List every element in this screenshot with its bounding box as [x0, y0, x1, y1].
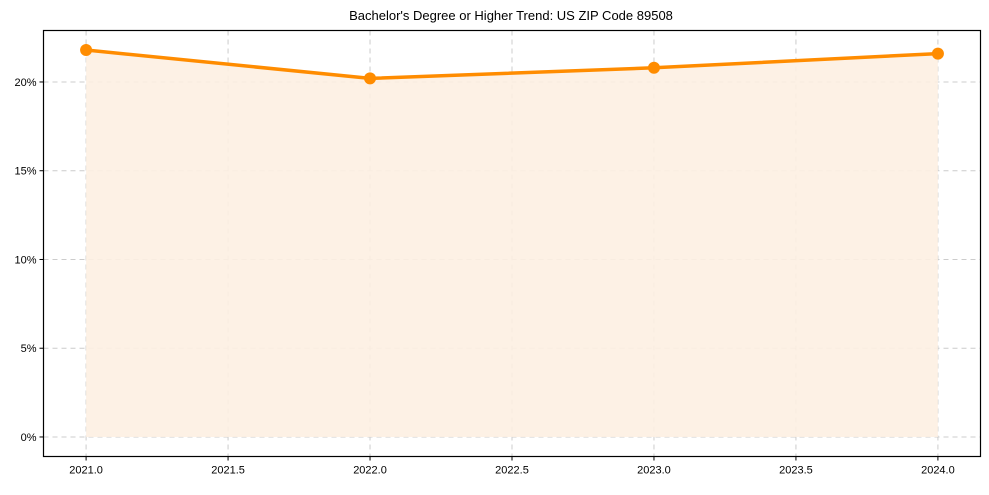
data-point-marker — [647, 61, 660, 74]
y-tick-label: 10% — [14, 254, 36, 266]
x-tick-label: 2024.0 — [921, 465, 955, 477]
x-tick-label: 2021.5 — [211, 465, 245, 477]
x-tick-label: 2022.0 — [353, 465, 387, 477]
data-markers — [80, 44, 944, 85]
y-tick-label: 5% — [21, 343, 37, 355]
series-line — [84, 48, 940, 81]
x-tick-label: 2021.0 — [69, 465, 103, 477]
x-tick-label: 2023.0 — [637, 465, 671, 477]
data-point-marker — [931, 47, 944, 60]
area-under-line — [86, 50, 938, 437]
x-tick-label: 2023.5 — [779, 465, 813, 477]
y-tick-label: 15% — [14, 166, 36, 178]
x-axis-ticks: 2021.0 2021.5 2022.0 2022.5 2023.0 2023.5 2024… — [69, 456, 955, 477]
data-point-marker — [80, 44, 93, 57]
y-tick-label: 0% — [21, 432, 37, 444]
data-point-marker — [364, 72, 377, 85]
y-tick-label: 20% — [14, 77, 36, 89]
data-line — [84, 48, 940, 81]
x-tick-label: 2022.5 — [495, 465, 529, 477]
y-axis-ticks: 0% 5% 10% 15% 20% — [14, 77, 44, 444]
chart-title: Bachelor's Degree or Higher Trend: US ZI… — [349, 8, 673, 23]
area-fill — [86, 50, 938, 437]
